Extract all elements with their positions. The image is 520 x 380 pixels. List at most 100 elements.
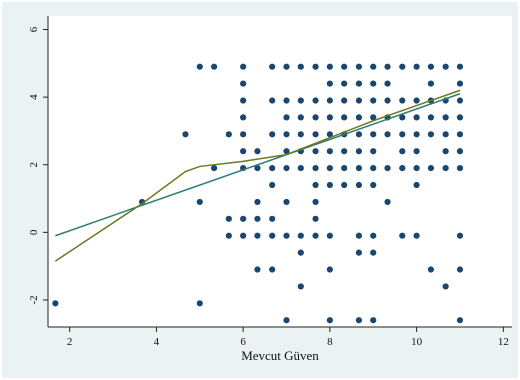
scatter-point	[370, 114, 377, 121]
scatter-point	[442, 131, 449, 138]
scatter-point	[269, 266, 276, 273]
scatter-point	[283, 114, 290, 121]
scatter-point	[370, 181, 377, 189]
scatter-point	[355, 249, 363, 256]
scatter-point	[456, 266, 464, 273]
scatter-point	[341, 148, 348, 155]
x-tick-label: 10	[411, 336, 423, 348]
scatter-point	[456, 317, 464, 324]
scatter-point	[456, 131, 464, 138]
scatter-point	[326, 63, 333, 70]
scatter-point	[413, 148, 420, 155]
scatter-point	[355, 131, 363, 138]
scatter-point	[312, 181, 319, 189]
scatter-point	[326, 232, 333, 239]
plot-area	[48, 16, 512, 327]
scatter-point	[312, 148, 319, 155]
scatter-point	[283, 232, 290, 239]
scatter-point	[456, 232, 464, 239]
scatter-point	[269, 63, 276, 70]
scatter-point	[341, 80, 348, 87]
scatter-point	[312, 97, 319, 104]
scatter-point	[384, 198, 391, 206]
scatter-point	[240, 232, 247, 239]
scatter-point	[269, 97, 276, 104]
scatter-point	[355, 181, 363, 189]
axes-layer: 2 4 6 8 10 12 -2 0 2 4 6	[28, 16, 512, 348]
scatter-point	[370, 97, 377, 104]
scatter-point	[283, 317, 290, 324]
scatter-point	[254, 198, 261, 206]
scatter-point	[196, 198, 203, 206]
scatter-point	[384, 80, 391, 87]
scatter-point	[326, 148, 333, 155]
scatter-point	[399, 232, 406, 239]
scatter-point	[341, 165, 348, 172]
scatter-point	[240, 80, 247, 87]
scatter-point	[341, 114, 348, 121]
scatter-point	[456, 63, 464, 70]
scatter-point	[240, 63, 247, 70]
scatter-point	[312, 131, 319, 138]
scatter-point	[370, 165, 377, 172]
scatter-point	[442, 114, 449, 121]
scatter-point	[283, 131, 290, 138]
scatter-point	[225, 131, 232, 138]
scatter-point	[297, 63, 304, 70]
scatter-point	[427, 80, 435, 87]
scatter-point	[399, 63, 406, 70]
y-tick-label: -2	[28, 295, 40, 304]
scatter-point	[355, 232, 363, 239]
scatter-point	[427, 131, 435, 138]
scatter-point	[312, 232, 319, 239]
scatter-point	[269, 181, 276, 189]
scatter-point	[196, 63, 203, 70]
scatter-point	[254, 232, 261, 239]
scatter-point	[456, 148, 464, 155]
scatter-point	[413, 63, 420, 70]
scatter-point	[139, 198, 146, 206]
linear-fit-line	[55, 93, 461, 237]
y-tick-label: 2	[28, 162, 40, 168]
scatter-point	[384, 63, 391, 70]
scatter-point	[384, 131, 391, 138]
scatter-point	[413, 131, 420, 138]
scatter-point	[427, 114, 435, 121]
scatter-point	[413, 181, 420, 189]
scatter-point	[225, 215, 232, 222]
scatter-point	[413, 232, 420, 239]
scatter-point	[370, 63, 377, 70]
scatter-point	[326, 97, 333, 104]
scatter-point	[312, 198, 319, 206]
scatter-point	[370, 317, 377, 324]
scatter-point	[341, 181, 348, 189]
scatter-point	[326, 317, 333, 324]
scatter-point	[355, 114, 363, 121]
scatter-point	[254, 165, 261, 172]
scatter-point	[283, 63, 290, 70]
scatter-point	[326, 80, 333, 87]
scatter-point	[355, 63, 363, 70]
scatter-point	[254, 215, 261, 222]
scatter-point	[312, 215, 319, 222]
scatter-point	[297, 114, 304, 121]
scatter-point	[370, 148, 377, 155]
scatter-point	[456, 165, 464, 172]
scatter-point	[442, 63, 449, 70]
scatter-point	[456, 114, 464, 121]
y-tick-label: 0	[28, 229, 40, 235]
scatter-point	[355, 317, 363, 324]
scatter-point	[182, 131, 189, 138]
scatter-point	[52, 300, 59, 307]
scatter-point	[399, 148, 406, 155]
scatter-point	[442, 148, 449, 155]
y-tick-label: 6	[28, 26, 40, 32]
scatter-point	[355, 80, 363, 87]
scatter-point	[413, 165, 420, 172]
scatter-point	[399, 97, 406, 104]
scatter-point	[355, 165, 363, 172]
scatter-point	[312, 114, 319, 121]
scatter-point	[326, 114, 333, 121]
x-tick-label: 2	[67, 336, 73, 348]
